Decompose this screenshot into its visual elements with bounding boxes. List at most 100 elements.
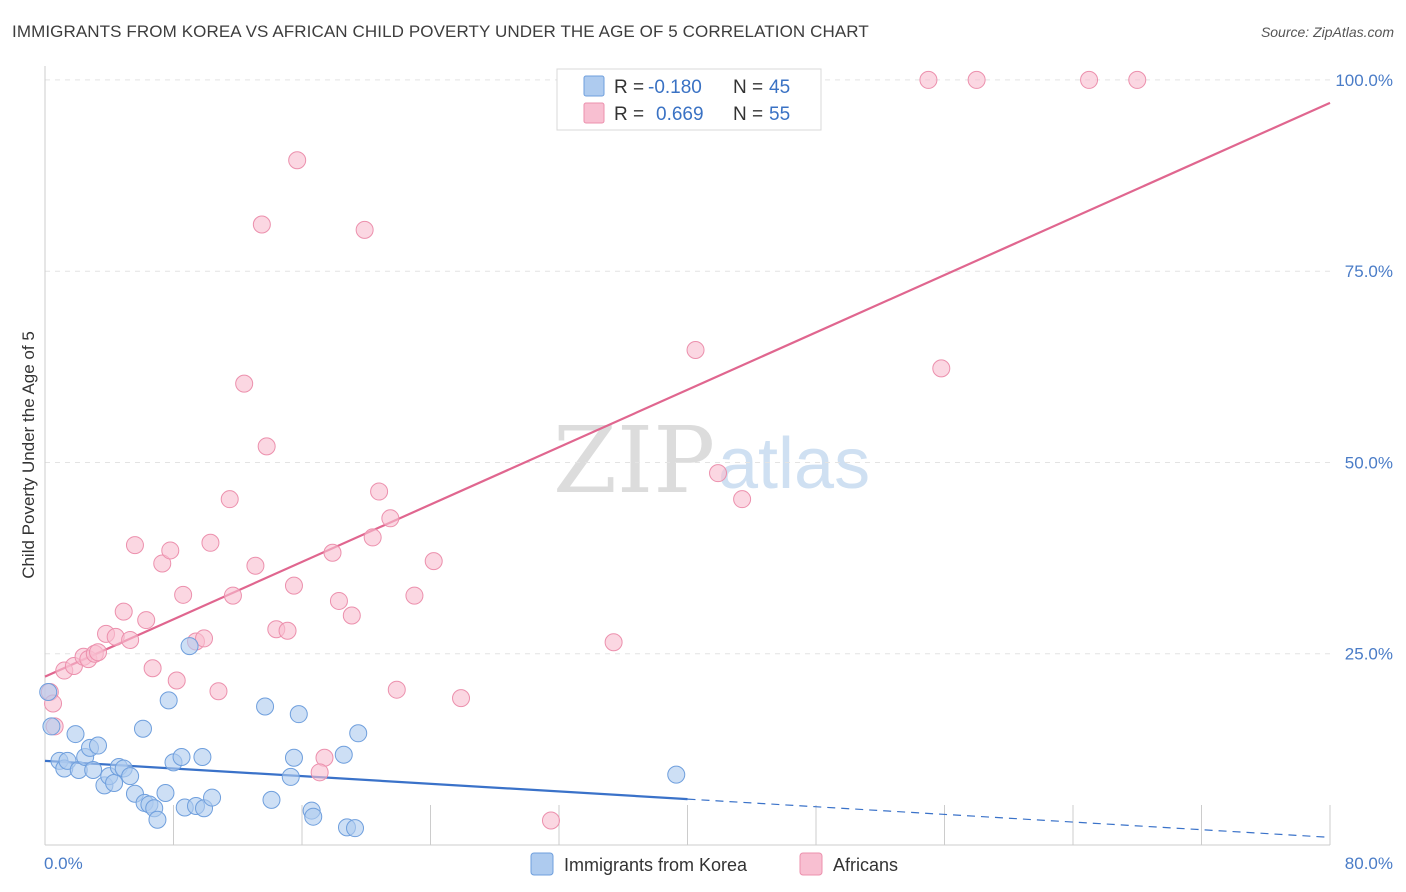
africa-point-35 <box>310 763 329 782</box>
africans-points <box>40 70 1147 830</box>
y-tick-label-25: 25.0% <box>1345 645 1393 664</box>
korea-point-9 <box>89 736 108 755</box>
korea-point-25 <box>172 748 191 767</box>
korea-trendline-extension <box>687 798 1331 838</box>
africa-legend-swatch <box>583 102 605 124</box>
africa-point-49 <box>686 340 705 359</box>
korea-point-4 <box>66 725 85 744</box>
africa-point-27 <box>246 556 265 575</box>
trendlines <box>44 101 1331 838</box>
africa-point-11 <box>114 602 133 621</box>
africa-point-33 <box>288 151 307 170</box>
korea-point-43 <box>667 765 686 784</box>
africa-point-18 <box>167 671 186 690</box>
africa-point-38 <box>342 606 361 625</box>
africa-point-55 <box>1080 70 1099 89</box>
korea-r-label: R = <box>614 77 644 98</box>
korea-point-23 <box>159 691 178 710</box>
africa-trendline <box>44 101 1331 678</box>
africa-point-31 <box>278 621 297 640</box>
korea-point-15 <box>121 767 140 786</box>
africa-point-16 <box>153 554 172 573</box>
africa-r-value: 0.669 <box>656 104 704 125</box>
africa-r-label: R = <box>614 104 644 125</box>
series-legend: Immigrants from Korea Africans <box>530 852 898 876</box>
korea-points <box>39 637 686 838</box>
africa-point-24 <box>220 490 239 509</box>
africa-point-47 <box>541 811 560 830</box>
korea-point-12 <box>105 774 124 793</box>
africa-n-label: N = <box>733 104 763 125</box>
korea-series-swatch <box>530 852 554 876</box>
axes <box>44 66 1331 846</box>
africa-point-36 <box>323 543 342 562</box>
korea-point-31 <box>203 788 222 807</box>
africa-point-15 <box>143 659 162 678</box>
africa-series-swatch <box>799 852 823 876</box>
korea-trendline <box>44 759 688 801</box>
gridlines <box>45 79 1330 655</box>
africa-point-45 <box>424 552 443 571</box>
korea-point-41 <box>346 819 365 838</box>
korea-legend-swatch <box>583 75 605 97</box>
africa-point-21 <box>195 629 214 648</box>
x-tick-label-max: 80.0% <box>1345 854 1393 873</box>
korea-point-22 <box>156 783 175 802</box>
africa-point-50 <box>709 464 728 483</box>
africa-point-28 <box>252 215 271 234</box>
y-tick-label-100: 100.0% <box>1335 71 1393 90</box>
korea-point-27 <box>180 637 199 656</box>
korea-point-38 <box>304 807 323 826</box>
y-axis-title: Child Poverty Under the Age of 5 <box>19 331 38 579</box>
africa-point-23 <box>209 682 228 701</box>
watermark-zip: ZIP <box>553 407 715 514</box>
y-tick-label-50: 50.0% <box>1345 453 1393 472</box>
africa-point-8 <box>89 643 108 662</box>
africa-point-44 <box>405 586 424 605</box>
africa-point-25 <box>223 586 242 605</box>
africa-point-54 <box>967 70 986 89</box>
korea-point-8 <box>84 761 103 780</box>
x-tick-label-min: 0.0% <box>44 854 83 873</box>
y-tick-label-75: 75.0% <box>1345 262 1393 281</box>
korea-point-0 <box>42 717 61 736</box>
korea-point-42 <box>349 724 368 743</box>
africa-n-value: 55 <box>769 104 790 125</box>
africa-point-51 <box>733 490 752 509</box>
africa-point-56 <box>1128 70 1147 89</box>
korea-point-44 <box>39 682 58 701</box>
korea-point-33 <box>262 790 281 809</box>
korea-point-39 <box>334 745 353 764</box>
africa-point-41 <box>370 482 389 501</box>
korea-series-label: Immigrants from Korea <box>564 855 748 875</box>
africa-point-46 <box>452 689 471 708</box>
africa-point-17 <box>161 541 180 560</box>
korea-point-17 <box>133 719 152 738</box>
africa-point-53 <box>919 70 938 89</box>
stats-legend: R = -0.180 N = 45 R = 0.669 N = 55 <box>556 68 822 131</box>
africa-point-48 <box>604 633 623 652</box>
africa-point-29 <box>257 437 276 456</box>
chart-title: IMMIGRANTS FROM KOREA VS AFRICAN CHILD P… <box>12 22 869 41</box>
korea-point-29 <box>193 748 212 767</box>
korea-n-label: N = <box>733 77 763 98</box>
korea-point-21 <box>148 810 167 829</box>
korea-point-35 <box>284 748 303 767</box>
africa-series-label: Africans <box>833 855 898 875</box>
korea-point-32 <box>256 697 275 716</box>
africa-point-13 <box>125 536 144 555</box>
africa-point-12 <box>121 630 140 649</box>
africa-point-22 <box>201 533 220 552</box>
africa-point-43 <box>387 680 406 699</box>
africa-point-40 <box>363 528 382 547</box>
korea-point-36 <box>289 705 308 724</box>
africa-point-19 <box>174 585 193 604</box>
korea-r-value: -0.180 <box>648 77 702 98</box>
korea-n-value: 45 <box>769 77 790 98</box>
africa-point-14 <box>137 611 156 630</box>
tick-labels: 25.0% 50.0% 75.0% 100.0% 0.0% 80.0% <box>44 71 1393 873</box>
africa-point-42 <box>381 509 400 528</box>
africa-point-37 <box>329 591 348 610</box>
africa-point-52 <box>932 359 951 378</box>
